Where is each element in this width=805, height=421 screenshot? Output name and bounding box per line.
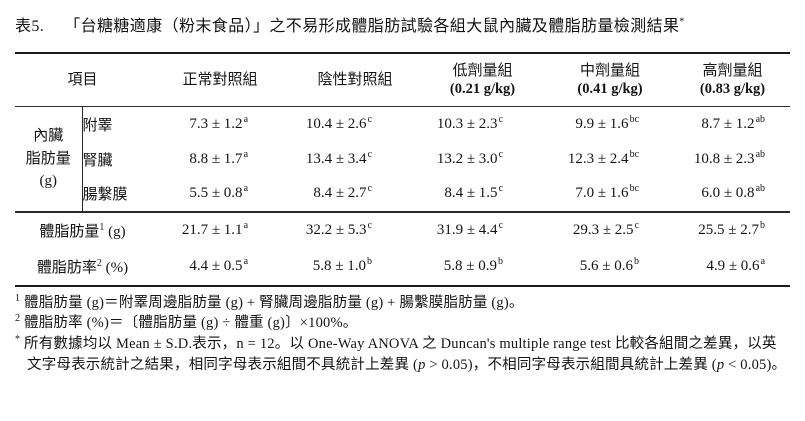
table-header: 項目 正常對照組 陰性對照組 低劑量組 (0.21 g/kg) 中劑量組 (0.41 g/k…: [15, 53, 791, 107]
col-header-item: 項目: [67, 71, 98, 88]
report-page: 表5. 「台糖糖適康（粉末食品）」之不易形成體脂肪試驗各組大鼠內臟及體脂肪量檢測結…: [15, 12, 791, 376]
table-body: 內臟 脂肪量 (g) 附睪 7.3 ± 1.2a 10.4 ± 2.6c 10.3 ± 2.…: [15, 106, 791, 286]
value-cell: 4.4 ± 0.5a: [189, 256, 249, 275]
results-table: 項目 正常對照組 陰性對照組 低劑量組 (0.21 g/kg) 中劑量組 (0.41 g/k…: [15, 52, 791, 287]
value-cell: 5.5 ± 0.8a: [189, 183, 249, 202]
value-cell: 32.2 ± 5.3c: [305, 220, 373, 239]
col-header-4: 高劑量組 (0.83 g/kg): [699, 62, 766, 98]
col-header-2: 低劑量組 (0.21 g/kg): [449, 62, 516, 98]
value-cell: 10.3 ± 2.3c: [436, 113, 504, 132]
row-label: 體脂肪率2 (%): [36, 258, 129, 277]
value-cell: 7.0 ± 1.6bc: [575, 183, 640, 202]
row-label: 體脂肪量1 (g): [39, 222, 126, 241]
value-cell: 21.7 ± 1.1a: [181, 220, 249, 239]
value-cell: 10.4 ± 2.6c: [305, 113, 373, 132]
value-cell: 4.9 ± 0.6a: [706, 256, 766, 275]
value-cell: 25.5 ± 2.7b: [698, 220, 766, 239]
value-cell: 7.3 ± 1.2a: [189, 113, 249, 132]
value-cell: 13.2 ± 3.0c: [436, 148, 504, 167]
title-footnote-marker: *: [679, 16, 685, 28]
value-cell: 5.8 ± 0.9b: [443, 256, 504, 275]
col-header-0: 正常對照組: [182, 71, 258, 88]
footnotes: 1 體脂肪量 (g)＝附睪周邊脂肪量 (g) + 腎臟周邊脂肪量 (g) + 腸…: [15, 293, 790, 376]
footnote: * 所有數據均以 Mean ± S.D.表示，n = 12。以 One-Way …: [15, 334, 787, 373]
group-label-visceral: 內臟 脂肪量 (g): [15, 106, 83, 212]
table-caption: 表5. 「台糖糖適康（粉末食品）」之不易形成體脂肪試驗各組大鼠內臟及體脂肪量檢測結…: [15, 12, 790, 36]
footnote: 1 體脂肪量 (g)＝附睪周邊脂肪量 (g) + 腎臟周邊脂肪量 (g) + 腸…: [15, 292, 524, 311]
value-cell: 8.8 ± 1.7a: [189, 148, 249, 167]
value-cell: 8.4 ± 1.5c: [444, 183, 504, 202]
value-cell: 6.0 ± 0.8ab: [701, 183, 766, 202]
col-header-1: 陰性對照組: [317, 71, 393, 88]
value-cell: 29.3 ± 2.5c: [572, 220, 640, 239]
value-cell: 13.4 ± 3.4c: [305, 148, 373, 167]
footnote: 2 體脂肪率 (%)＝〔體脂肪量 (g) ÷ 體重 (g)〕×100%。: [15, 313, 358, 332]
value-cell: 8.4 ± 2.7c: [313, 183, 373, 202]
table-number: 表5.: [15, 18, 45, 35]
value-cell: 8.7 ± 1.2ab: [701, 113, 766, 132]
table-title-text: 「台糖糖適康（粉末食品）」之不易形成體脂肪試驗各組大鼠內臟及體脂肪量檢測結果*: [64, 16, 685, 35]
value-cell: 12.3 ± 2.4bc: [567, 148, 640, 167]
value-cell: 5.8 ± 1.0b: [312, 256, 373, 275]
col-header-3: 中劑量組 (0.41 g/kg): [577, 62, 643, 98]
value-cell: 9.9 ± 1.6bc: [575, 113, 640, 132]
value-cell: 10.8 ± 2.3ab: [693, 148, 766, 167]
row-label: 腎臟: [82, 152, 113, 169]
row-label: 附睪: [82, 117, 113, 134]
value-cell: 5.6 ± 0.6b: [579, 256, 640, 275]
value-cell: 31.9 ± 4.4c: [436, 220, 504, 239]
row-label: 腸繫膜: [82, 187, 128, 203]
